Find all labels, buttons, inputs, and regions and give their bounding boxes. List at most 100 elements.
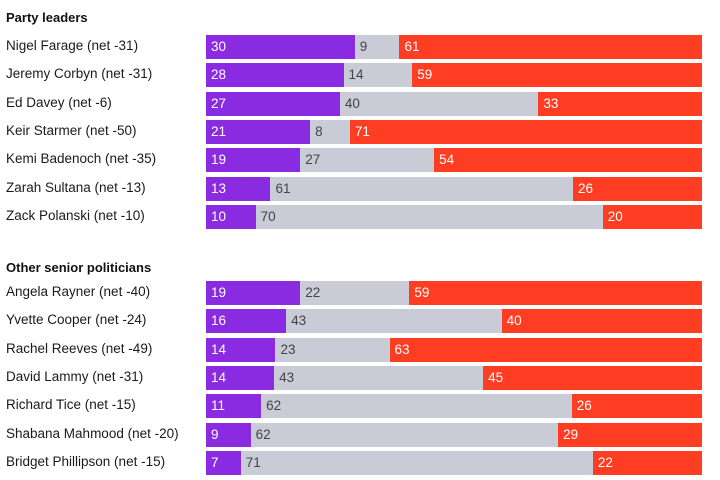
bar-segment-neither [343, 63, 413, 88]
row-label: Ed Davey (net -6) [6, 94, 112, 110]
value-label-unfavourable: 40 [506, 313, 522, 329]
value-label-neither: 14 [348, 67, 364, 83]
bar-segment-neither [286, 309, 502, 334]
value-label-unfavourable: 59 [414, 285, 430, 300]
value-label-favourable: 14 [211, 369, 227, 385]
bar-segment-favourable [206, 204, 256, 229]
value-label-unfavourable: 63 [394, 341, 410, 357]
bar-segment-neither [261, 394, 572, 419]
value-label-unfavourable: 54 [439, 152, 455, 168]
bar-segment-unfavourable [389, 337, 702, 362]
bar-segment-favourable [206, 394, 262, 419]
bar-segment-favourable [206, 91, 340, 116]
row-label: Shabana Mahmood (net -20) [6, 425, 179, 441]
row-label: Nigel Farage (net -31) [6, 38, 139, 53]
value-label-unfavourable: 59 [417, 67, 433, 83]
bar-segment-unfavourable [538, 91, 702, 116]
bar-segment-unfavourable [558, 422, 702, 447]
value-label-unfavourable: 22 [597, 454, 613, 470]
row-label: Angela Rayner (net -40) [6, 284, 151, 299]
value-label-favourable: 11 [211, 398, 226, 414]
bar-segment-neither [240, 450, 593, 475]
value-label-favourable: 10 [211, 208, 227, 224]
bar-segment-favourable [206, 365, 275, 390]
bar-segment-favourable [206, 63, 344, 88]
bar-segment-unfavourable [399, 35, 702, 59]
bar-segment-favourable [206, 281, 301, 305]
bar-segment-unfavourable [412, 63, 702, 88]
bar-segment-favourable [206, 337, 276, 362]
value-label-favourable: 9 [211, 426, 219, 442]
bar-segment-neither [310, 119, 350, 144]
value-label-neither: 8 [315, 123, 323, 139]
bar-segment-favourable [206, 450, 241, 475]
value-label-unfavourable: 45 [488, 369, 504, 385]
value-label-unfavourable: 26 [576, 398, 592, 414]
value-label-neither: 23 [280, 341, 296, 357]
row-label: Zack Polanski (net -10) [6, 207, 145, 223]
value-label-unfavourable: 29 [563, 426, 579, 442]
value-label-neither: 22 [305, 285, 321, 300]
bar-segment-favourable [206, 35, 355, 59]
bar-segment-favourable [206, 148, 301, 173]
value-label-unfavourable: 61 [404, 39, 420, 54]
bar-segment-neither [255, 204, 603, 229]
section-title: Party leaders [6, 10, 88, 25]
value-label-unfavourable: 20 [607, 208, 623, 224]
value-label-favourable: 16 [211, 313, 227, 329]
value-label-neither: 40 [344, 95, 360, 111]
bar-segment-unfavourable [409, 281, 702, 305]
row-label: Bridget Phillipson (net -15) [6, 453, 166, 469]
value-label-neither: 43 [279, 369, 295, 385]
value-label-favourable: 13 [211, 180, 227, 196]
bar-segment-neither [339, 91, 539, 116]
value-label-favourable: 14 [211, 341, 227, 357]
row-label: Yvette Cooper (net -24) [6, 312, 147, 328]
value-label-neither: 61 [275, 180, 291, 196]
value-label-favourable: 7 [211, 454, 219, 470]
bar-segment-neither [300, 281, 410, 305]
bar-segment-unfavourable [602, 204, 702, 229]
bar-segment-unfavourable [349, 119, 702, 144]
value-label-neither: 62 [255, 426, 271, 442]
row-label: Rachel Reeves (net -49) [6, 340, 153, 356]
row-label: Richard Tice (net -15) [6, 397, 136, 413]
bar-segment-neither [274, 365, 484, 390]
bar-segment-neither [250, 422, 559, 447]
bar-segment-unfavourable [573, 176, 702, 201]
value-label-unfavourable: 26 [578, 180, 594, 196]
value-label-unfavourable: 33 [543, 95, 559, 111]
bar-segment-favourable [206, 176, 271, 201]
bar-segment-unfavourable [592, 450, 702, 475]
value-label-unfavourable: 71 [354, 123, 370, 139]
row-label: Keir Starmer (net -50) [6, 122, 137, 138]
bar-segment-favourable [206, 119, 311, 144]
value-label-neither: 27 [305, 152, 321, 168]
bar-segment-unfavourable [501, 309, 702, 334]
bar-segment-unfavourable [571, 394, 702, 419]
value-label-neither: 70 [260, 208, 276, 224]
bar-segment-unfavourable [483, 365, 702, 390]
value-label-favourable: 28 [211, 67, 227, 83]
bar-segment-neither [300, 148, 435, 173]
value-label-neither: 9 [359, 39, 368, 54]
value-label-favourable: 19 [211, 152, 227, 168]
bar-segment-favourable [206, 422, 251, 447]
value-label-favourable: 21 [211, 123, 227, 139]
bar-segment-unfavourable [434, 148, 702, 173]
value-label-favourable: 30 [211, 39, 227, 54]
row-label: Kemi Badenoch (net -35) [6, 151, 157, 167]
row-label: Zarah Sultana (net -13) [6, 179, 146, 195]
value-label-neither: 62 [266, 398, 282, 414]
value-label-neither: 71 [245, 454, 261, 470]
section-title: Other senior politicians [6, 260, 152, 275]
value-label-favourable: 27 [211, 95, 227, 111]
value-label-favourable: 19 [211, 285, 227, 300]
bar-segment-favourable [206, 309, 287, 334]
bar-segment-neither [270, 176, 574, 201]
bar-segment-neither [354, 35, 400, 59]
value-label-neither: 43 [291, 313, 307, 329]
row-label: Jeremy Corbyn (net -31) [6, 66, 153, 82]
row-label: David Lammy (net -31) [6, 368, 144, 384]
